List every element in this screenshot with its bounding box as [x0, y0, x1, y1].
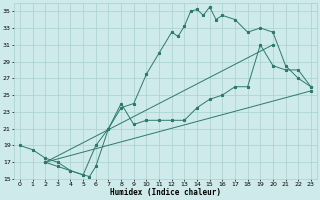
- X-axis label: Humidex (Indice chaleur): Humidex (Indice chaleur): [110, 188, 221, 197]
